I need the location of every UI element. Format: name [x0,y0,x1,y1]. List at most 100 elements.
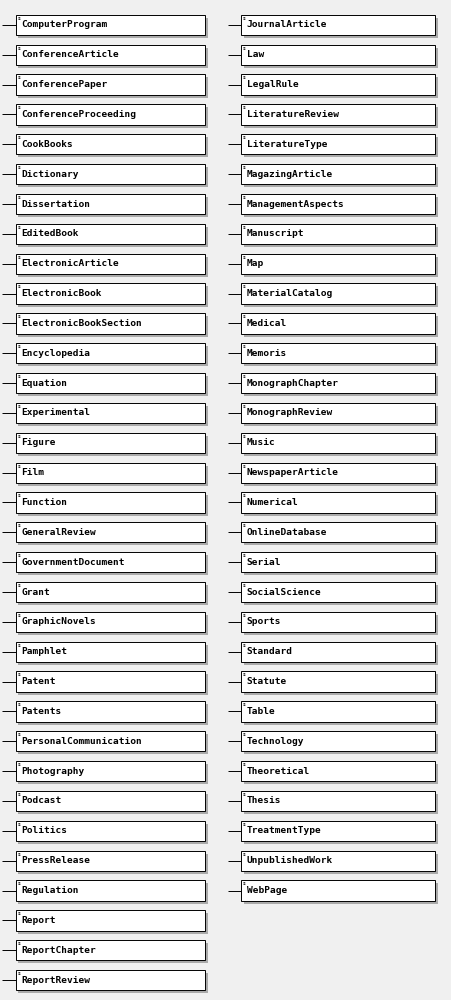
Text: s: s [243,792,245,797]
FancyBboxPatch shape [241,582,435,602]
FancyBboxPatch shape [16,194,205,214]
Text: s: s [243,195,245,200]
FancyBboxPatch shape [18,943,208,963]
FancyBboxPatch shape [18,376,208,396]
Text: PressRelease: PressRelease [21,856,90,865]
Text: Experimental: Experimental [21,408,90,417]
Text: Dissertation: Dissertation [21,200,90,209]
FancyBboxPatch shape [16,313,205,334]
Text: s: s [243,583,245,588]
FancyBboxPatch shape [244,555,438,575]
Text: Pamphlet: Pamphlet [21,647,67,656]
Text: s: s [243,434,245,439]
FancyBboxPatch shape [244,466,438,486]
FancyBboxPatch shape [244,137,438,157]
Text: MonographChapter: MonographChapter [247,379,339,388]
Text: s: s [17,75,20,80]
Text: s: s [17,493,20,498]
FancyBboxPatch shape [244,376,438,396]
FancyBboxPatch shape [16,104,205,125]
FancyBboxPatch shape [16,731,205,751]
FancyBboxPatch shape [16,821,205,841]
Text: Dictionary: Dictionary [21,170,78,179]
Text: s: s [17,225,20,230]
Text: s: s [17,344,20,349]
FancyBboxPatch shape [16,164,205,184]
FancyBboxPatch shape [18,585,208,605]
Text: s: s [17,464,20,469]
Text: s: s [17,822,20,827]
FancyBboxPatch shape [16,552,205,572]
Text: ReportReview: ReportReview [21,976,90,985]
FancyBboxPatch shape [244,227,438,247]
Text: s: s [243,16,245,21]
Text: s: s [17,702,20,707]
Text: GraphicNovels: GraphicNovels [21,617,96,626]
Text: Map: Map [247,259,264,268]
FancyBboxPatch shape [241,761,435,781]
FancyBboxPatch shape [16,45,205,65]
FancyBboxPatch shape [16,880,205,901]
Text: EditedBook: EditedBook [21,229,78,238]
Text: Technology: Technology [247,737,304,746]
Text: Encyclopedia: Encyclopedia [21,349,90,358]
FancyBboxPatch shape [241,134,435,154]
FancyBboxPatch shape [241,522,435,542]
Text: LiteratureType: LiteratureType [247,140,327,149]
FancyBboxPatch shape [241,15,435,35]
FancyBboxPatch shape [241,224,435,244]
Text: ConferenceProceeding: ConferenceProceeding [21,110,136,119]
Text: OnlineDatabase: OnlineDatabase [247,528,327,537]
Text: s: s [17,404,20,409]
FancyBboxPatch shape [244,734,438,754]
FancyBboxPatch shape [241,104,435,125]
Text: s: s [243,732,245,737]
Text: s: s [17,583,20,588]
Text: Report: Report [21,916,55,925]
Text: s: s [17,165,20,170]
Text: s: s [243,225,245,230]
Text: s: s [243,374,245,379]
Text: s: s [243,165,245,170]
Text: GeneralReview: GeneralReview [21,528,96,537]
FancyBboxPatch shape [18,316,208,337]
Text: MonographReview: MonographReview [247,408,333,417]
FancyBboxPatch shape [241,313,435,334]
Text: s: s [17,792,20,797]
FancyBboxPatch shape [18,883,208,904]
FancyBboxPatch shape [16,701,205,722]
FancyBboxPatch shape [18,764,208,784]
FancyBboxPatch shape [16,134,205,154]
FancyBboxPatch shape [16,522,205,542]
Text: ElectronicArticle: ElectronicArticle [21,259,119,268]
Text: Function: Function [21,498,67,507]
FancyBboxPatch shape [18,466,208,486]
Text: s: s [243,493,245,498]
Text: Grant: Grant [21,588,50,597]
FancyBboxPatch shape [244,406,438,426]
Text: s: s [243,75,245,80]
FancyBboxPatch shape [18,824,208,844]
FancyBboxPatch shape [16,433,205,453]
Text: s: s [243,135,245,140]
FancyBboxPatch shape [241,45,435,65]
Text: s: s [17,941,20,946]
Text: LegalRule: LegalRule [247,80,299,89]
FancyBboxPatch shape [18,555,208,575]
Text: s: s [243,523,245,528]
Text: s: s [243,464,245,469]
FancyBboxPatch shape [244,167,438,187]
FancyBboxPatch shape [18,973,208,993]
FancyBboxPatch shape [241,671,435,692]
Text: s: s [243,822,245,827]
Text: NewspaperArticle: NewspaperArticle [247,468,339,477]
FancyBboxPatch shape [241,731,435,751]
Text: Numerical: Numerical [247,498,299,507]
FancyBboxPatch shape [241,552,435,572]
FancyBboxPatch shape [16,612,205,632]
FancyBboxPatch shape [18,107,208,128]
Text: Table: Table [247,707,276,716]
FancyBboxPatch shape [244,495,438,516]
Text: s: s [243,672,245,677]
FancyBboxPatch shape [16,343,205,363]
